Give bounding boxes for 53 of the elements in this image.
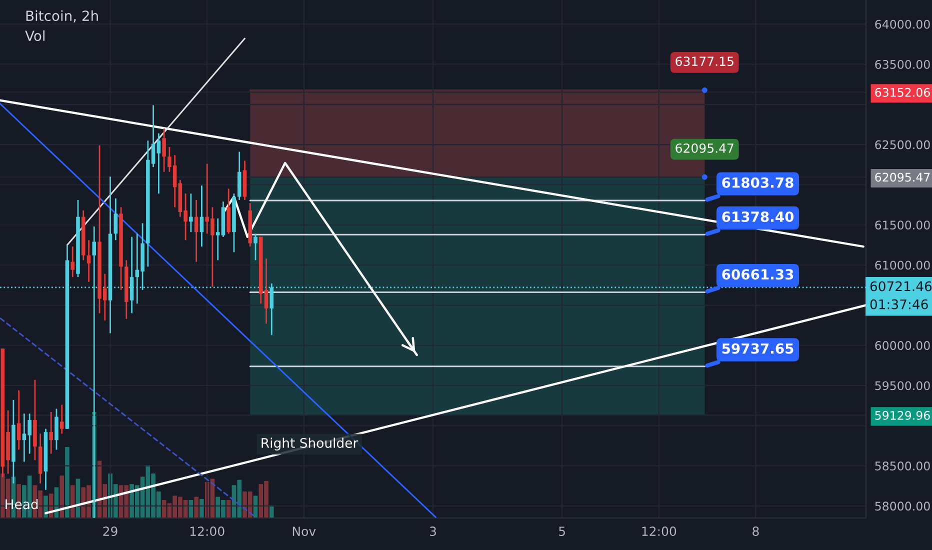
data-label: 63177.15	[676, 56, 734, 66]
candlestick	[162, 128, 166, 173]
y-tick-label: 62095.47	[875, 172, 930, 182]
x-tick-label: 29	[103, 526, 118, 536]
bar	[269, 505, 274, 518]
annotation: Right Shoulder	[262, 438, 358, 450]
candlestick	[189, 192, 193, 233]
candlestick	[70, 246, 74, 278]
y-tick-label: 58000.00	[875, 502, 930, 511]
candlestick	[254, 233, 258, 261]
candlestick	[114, 198, 118, 241]
y-tick-label: 63500.00	[875, 60, 930, 69]
candlestick	[156, 132, 161, 194]
bar	[44, 496, 48, 518]
y-tick-label: 60000.00	[875, 341, 930, 350]
y-tick-label: 64000.00	[875, 20, 930, 29]
bar	[200, 498, 204, 518]
y-tick-label: 59500.00	[875, 381, 930, 390]
bar	[194, 496, 198, 518]
bar	[60, 476, 64, 518]
ref-line-label: 60721.46	[870, 281, 932, 292]
bar	[70, 485, 75, 518]
chart-title: Vol	[25, 30, 44, 42]
y-tick-label: 59129.96	[875, 410, 930, 420]
candlestick	[16, 390, 21, 450]
data-label: 60661.33	[722, 269, 794, 280]
y-tick-label: 61000.00	[875, 260, 930, 270]
data-label: 61378.40	[722, 211, 794, 222]
text: Bitcoin, 2h	[26, 10, 98, 22]
text: 01:37:46	[870, 299, 928, 310]
candlestick	[86, 239, 91, 283]
x-tick-label: 3	[430, 526, 436, 536]
y-tick-label: 61500.00	[875, 220, 930, 230]
candlestick	[216, 218, 220, 261]
candlestick	[194, 199, 198, 263]
y-tick-label: 58500.00	[875, 462, 930, 470]
candlestick	[60, 404, 64, 434]
candlestick	[49, 411, 53, 454]
data-label: 59737.65	[722, 343, 794, 354]
annotation: Head	[6, 499, 38, 510]
x-tick-label: 5	[559, 526, 565, 536]
candlestick	[54, 408, 58, 450]
x-tick-label: Nov	[292, 526, 316, 536]
bar	[65, 446, 70, 518]
x-tick-label: 12:00	[190, 526, 224, 536]
y-tick-label: 63152.06	[875, 88, 930, 97]
data-label: 62095.47	[676, 143, 734, 153]
data-label: 61803.78	[722, 177, 794, 188]
y-tick-label: 62500.00	[875, 140, 930, 150]
x-tick-label: 8	[752, 526, 759, 536]
bar	[226, 500, 231, 518]
x-tick-label: 12:00	[642, 526, 676, 536]
candlestick	[200, 184, 204, 248]
